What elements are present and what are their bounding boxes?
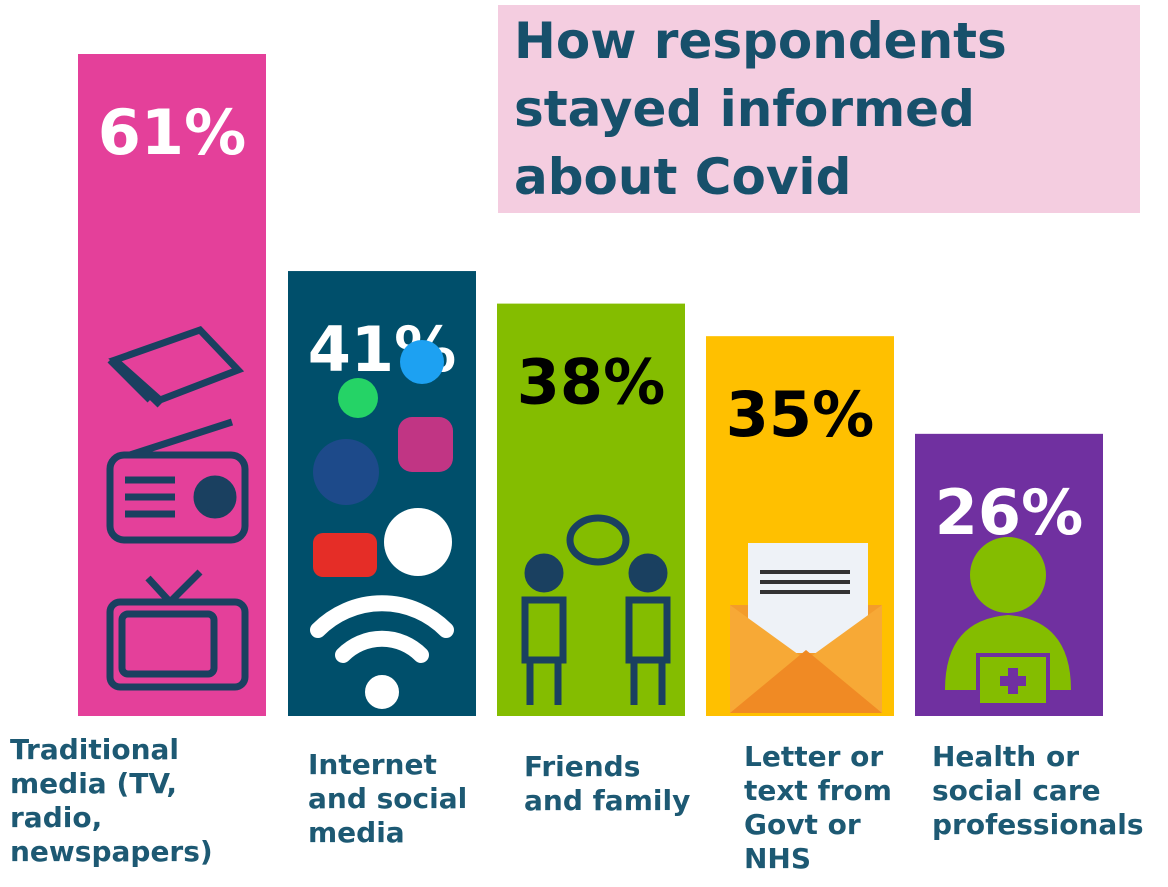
chart-title: How respondents stayed informed about Co… [498,5,1140,213]
category-label: Letter or text from Govt or NHS [744,740,892,875]
value-label: 38% [517,346,665,419]
icons [106,325,1071,713]
value-label: 35% [726,378,874,451]
value-label: 26% [935,476,1083,549]
category-label: Friends and family [524,750,691,817]
icon-people [521,514,671,705]
category-label: Health or social care professionals [932,740,1144,841]
category-label: Traditional media (TV, radio, newspapers… [10,733,213,868]
value-label: 61% [98,96,246,169]
icon-tv [106,569,249,691]
category-label: Internet and social media [308,748,468,849]
icon-radio [106,418,249,544]
icon-newspaper [107,325,245,408]
icon-doctor [945,537,1071,707]
icon-wifi [310,595,454,709]
icon-envelope [730,543,882,713]
